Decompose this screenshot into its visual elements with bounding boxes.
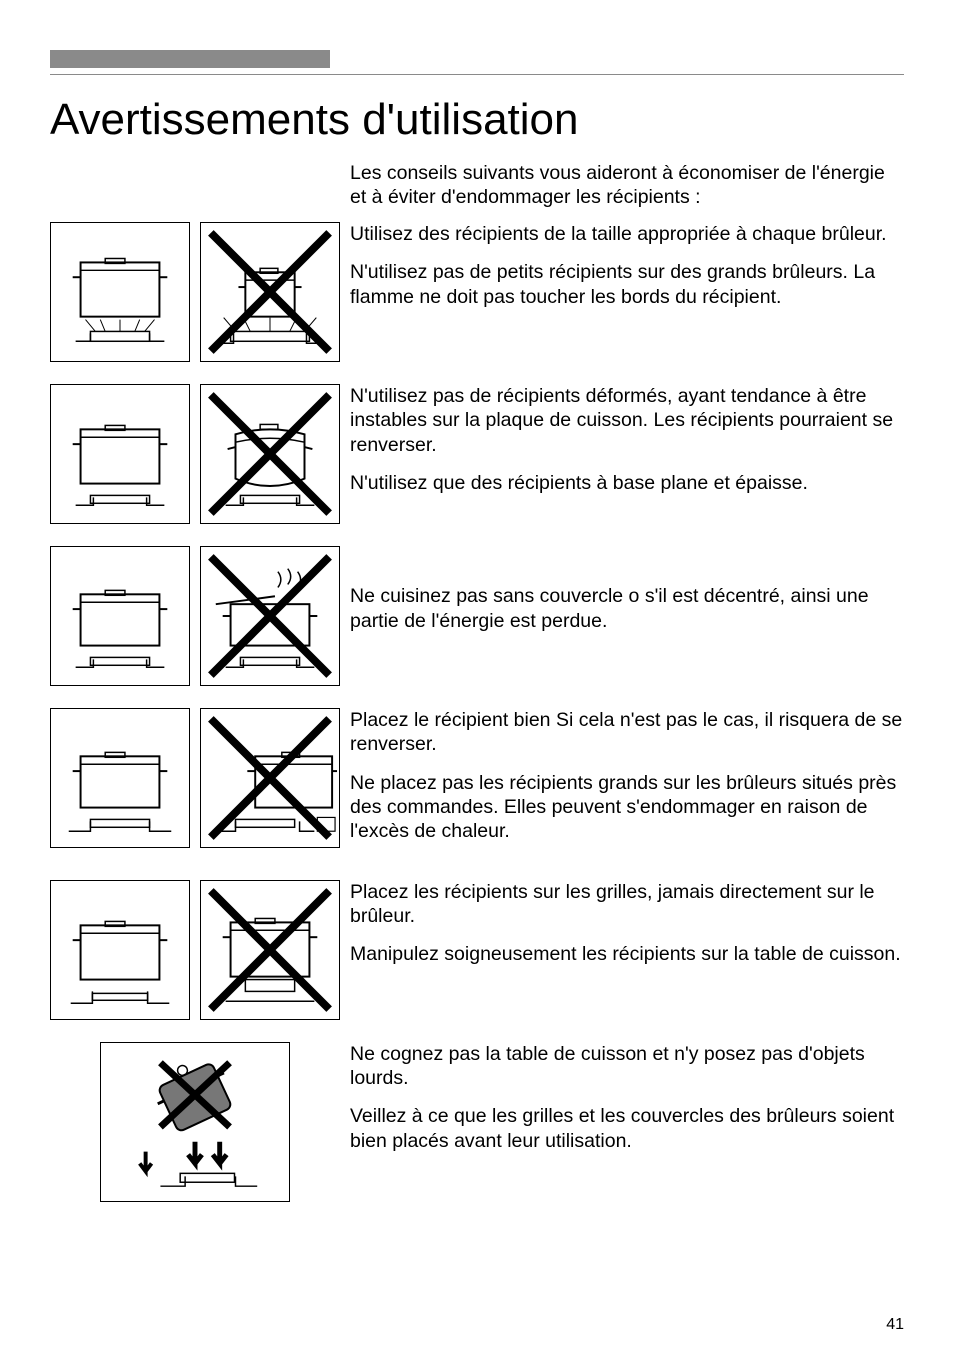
body-text: Utilisez des récipients de la taille app… — [350, 222, 904, 246]
section-1-images — [50, 222, 350, 362]
section-2-text: N'utilisez pas de récipients déformés, a… — [350, 384, 904, 510]
body-text: Placez les récipients sur les grilles, j… — [350, 880, 904, 929]
lid-off-pot-icon — [200, 546, 340, 686]
body-text: Placez le récipient bien Si cela n'est p… — [350, 708, 904, 757]
centered-pot-icon — [50, 708, 190, 848]
section-6-images — [50, 1042, 350, 1202]
page-number: 41 — [886, 1316, 904, 1334]
lid-on-pot-icon — [50, 546, 190, 686]
body-text: N'utilisez pas de récipients déformés, a… — [350, 384, 904, 457]
section-5-images — [50, 880, 350, 1020]
body-text: N'utilisez pas de petits récipients sur … — [350, 260, 904, 309]
intro-text: Les conseils suivants vous aideront à éc… — [350, 161, 904, 210]
section-4: Placez le récipient bien Si cela n'est p… — [50, 708, 904, 858]
heavy-object-icon — [100, 1042, 290, 1202]
header-bar — [50, 50, 330, 68]
section-3-text: Ne cuisinez pas sans couvercle o s'il es… — [350, 584, 904, 647]
section-3-images — [50, 546, 350, 686]
section-2: N'utilisez pas de récipients déformés, a… — [50, 384, 904, 524]
section-1-text: Utilisez des récipients de la taille app… — [350, 222, 904, 323]
header-rule — [50, 74, 904, 75]
section-6-text: Ne cognez pas la table de cuisson et n'y… — [350, 1042, 904, 1168]
body-text: Ne placez pas les récipients grands sur … — [350, 771, 904, 844]
body-text: Ne cuisinez pas sans couvercle o s'il es… — [350, 584, 904, 633]
section-5-text: Placez les récipients sur les grilles, j… — [350, 880, 904, 981]
page-title: Avertissements d'utilisation — [50, 95, 904, 145]
body-text: N'utilisez que des récipients à base pla… — [350, 471, 904, 495]
offcenter-pot-icon — [200, 708, 340, 848]
section-2-images — [50, 384, 350, 524]
flat-base-pot-icon — [50, 384, 190, 524]
warped-pot-icon — [200, 384, 340, 524]
section-4-images — [50, 708, 350, 848]
wrong-small-pot-icon — [200, 222, 340, 362]
section-1: Utilisez des récipients de la taille app… — [50, 222, 904, 362]
pot-on-burner-icon — [200, 880, 340, 1020]
body-text: Veillez à ce que les grilles et les couv… — [350, 1104, 904, 1153]
body-text: Ne cognez pas la table de cuisson et n'y… — [350, 1042, 904, 1091]
section-4-text: Placez le récipient bien Si cela n'est p… — [350, 708, 904, 858]
section-5: Placez les récipients sur les grilles, j… — [50, 880, 904, 1020]
pot-on-grate-icon — [50, 880, 190, 1020]
correct-pot-size-icon — [50, 222, 190, 362]
section-3: Ne cuisinez pas sans couvercle o s'il es… — [50, 546, 904, 686]
section-6: Ne cognez pas la table de cuisson et n'y… — [50, 1042, 904, 1202]
body-text: Manipulez soigneusement les récipients s… — [350, 942, 904, 966]
